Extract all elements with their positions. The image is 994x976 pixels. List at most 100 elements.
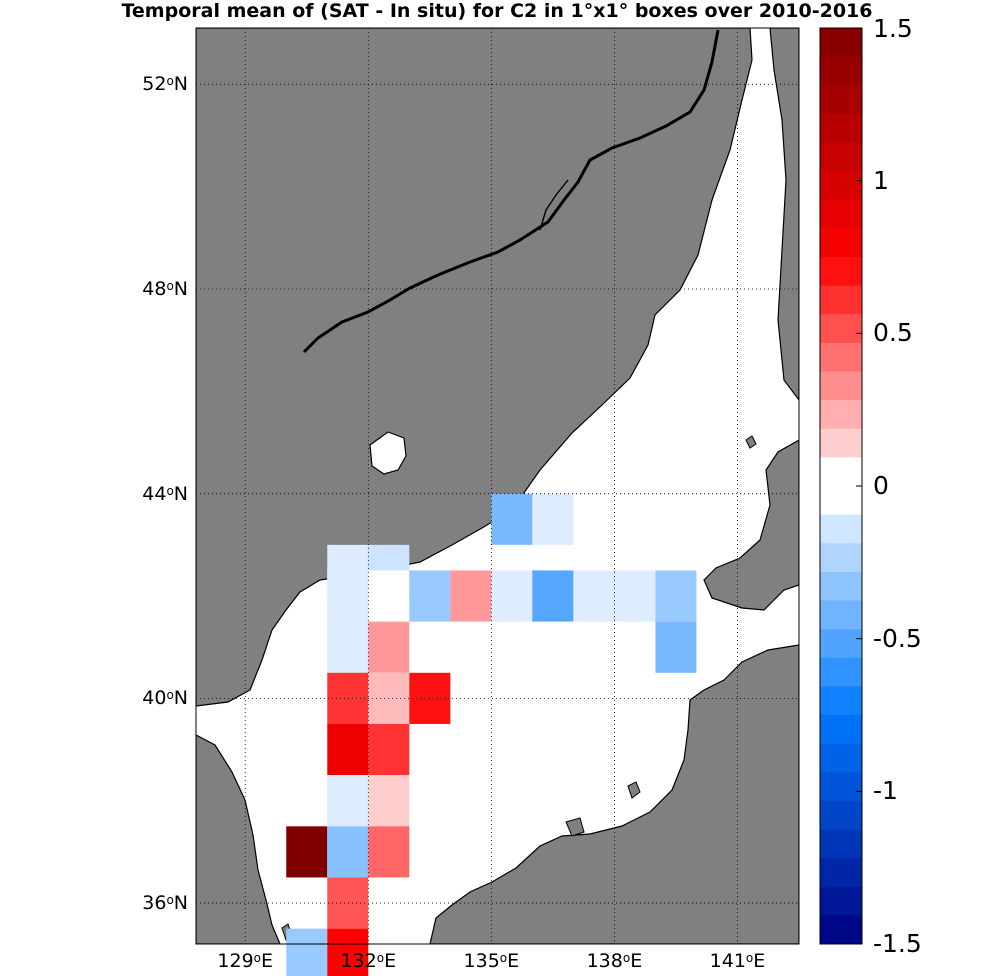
colorbar: [820, 27, 862, 945]
tick-degree: 129: [217, 950, 254, 972]
land-sakhalin: [769, 28, 799, 401]
colorbar-swatch: [820, 257, 862, 287]
colorbar-tick-label: 0.5: [873, 318, 913, 348]
colorbar-border: [819, 27, 863, 945]
colorbar-swatch: [820, 342, 862, 372]
land-korea: [196, 734, 281, 944]
tick-degree: 36: [142, 892, 167, 915]
tick-degree: 138: [586, 950, 623, 972]
longitude-tick-label: 129oE: [205, 951, 285, 971]
heatmap-cell: [409, 570, 451, 622]
colorbar-swatch: [820, 514, 862, 544]
heatmap-cell: [532, 493, 574, 545]
longitude-tick-label: 135oE: [451, 951, 531, 971]
tick-hemisphere: E: [630, 950, 643, 972]
tick-hemisphere: N: [173, 482, 188, 505]
heatmap-cells: [286, 493, 697, 976]
colorbar-tick-label: 1: [873, 165, 889, 195]
colorbar-swatch: [820, 486, 862, 516]
heatmap-cell: [327, 672, 369, 724]
tick-degree: 48: [142, 277, 167, 300]
degree-symbol: o: [166, 893, 174, 908]
tick-degree: 40: [142, 687, 167, 710]
tick-hemisphere: E: [753, 950, 766, 972]
degree-symbol: o: [745, 951, 754, 965]
colorbar-swatch: [820, 772, 862, 802]
colorbar-swatch: [820, 400, 862, 430]
colorbar-tick-label: -1: [873, 776, 898, 806]
ussuri-river: [539, 179, 569, 231]
heatmap-cell: [491, 493, 533, 545]
degree-symbol: o: [253, 951, 262, 965]
colorbar-swatch: [820, 428, 862, 458]
heatmap-cell: [368, 621, 410, 673]
island-sado: [565, 817, 585, 837]
heatmap-cell: [450, 570, 492, 622]
degree-symbol: o: [499, 951, 508, 965]
heatmap-cell: [327, 928, 369, 976]
degree-symbol: o: [166, 278, 174, 293]
longitude-tick-label: 138oE: [574, 951, 654, 971]
colorbar-swatch: [820, 829, 862, 859]
colorbar-swatch: [820, 142, 862, 172]
colorbar-tick-label: 0: [873, 471, 889, 500]
colorbar-swatch: [820, 457, 862, 487]
heatmap-cell: [368, 723, 410, 776]
amur-river: [302, 29, 720, 354]
latitude-tick-label: 52oN: [98, 74, 188, 94]
heatmap-cell: [655, 570, 697, 622]
colorbar-swatch: [820, 686, 862, 716]
colorbar-swatch: [820, 28, 862, 58]
colorbar-swatch: [820, 543, 862, 573]
heatmap-cell: [368, 826, 410, 878]
colorbar-swatch: [820, 56, 862, 86]
colorbar-swatch: [820, 113, 862, 143]
colorbar-swatch: [820, 800, 862, 830]
tick-hemisphere: N: [173, 277, 188, 300]
tick-hemisphere: E: [261, 950, 274, 972]
colorbar-swatch: [820, 171, 862, 201]
colorbar-swatch: [820, 371, 862, 401]
heatmap-cell: [327, 826, 369, 878]
map-border: [195, 27, 800, 945]
heatmap-cell: [286, 928, 328, 976]
heatmap-cell: [573, 570, 615, 622]
tick-hemisphere: N: [173, 892, 188, 915]
colorbar-swatch: [820, 228, 862, 258]
degree-symbol: o: [166, 688, 174, 703]
heatmap-cell: [368, 775, 410, 827]
colorbar-swatch: [820, 715, 862, 745]
degree-symbol: o: [166, 74, 174, 89]
heatmap-cell: [614, 570, 656, 622]
tick-degree: 135: [463, 950, 500, 972]
heatmap-cell: [491, 570, 533, 622]
latitude-tick-label: 36oN: [98, 893, 188, 913]
colorbar-tick-label: 1.5: [873, 14, 913, 43]
degree-symbol: o: [166, 483, 174, 498]
longitude-tick-label: 132oE: [328, 951, 408, 971]
tick-hemisphere: N: [173, 73, 188, 96]
heatmap-cell: [327, 570, 369, 622]
heatmap-cell: [327, 621, 369, 673]
colorbar-swatch: [820, 85, 862, 115]
latitude-tick-label: 44oN: [98, 484, 188, 504]
colorbar-swatch: [820, 285, 862, 315]
map-title: Temporal mean of (SAT - In situ) for C2 …: [121, 0, 873, 22]
longitude-tick-label: 141oE: [697, 951, 777, 971]
colorbar-tick-label: -0.5: [873, 623, 922, 653]
heatmap-cell: [655, 621, 697, 673]
colorbar-swatch: [820, 199, 862, 229]
colorbar-swatch: [820, 629, 862, 659]
colorbar-swatch: [820, 571, 862, 601]
tick-hemisphere: N: [173, 687, 188, 710]
colorbar-tick-label: -1.5: [873, 929, 922, 958]
tick-degree: 44: [142, 482, 167, 505]
colorbar-swatch: [820, 915, 862, 945]
colorbar-swatch: [820, 600, 862, 630]
heatmap-cell: [532, 570, 574, 622]
tick-degree: 141: [709, 950, 746, 972]
island-dokdo: [627, 781, 641, 799]
heatmap-cell: [286, 826, 328, 878]
tick-hemisphere: E: [384, 950, 397, 972]
latitude-tick-label: 48oN: [98, 279, 188, 299]
